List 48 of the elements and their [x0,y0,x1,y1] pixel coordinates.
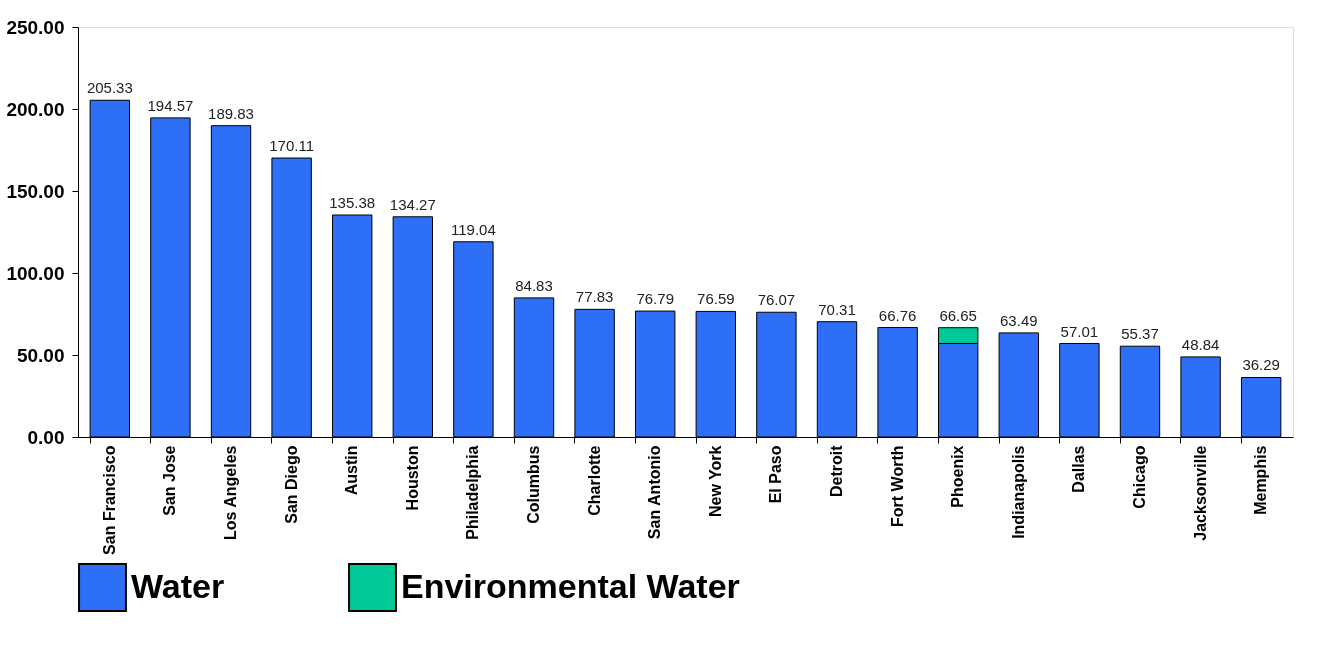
total-label: 70.31 [818,300,856,318]
total-label: 119.04 [451,220,496,238]
total-label: 77.83 [575,288,614,306]
y-tick-label: 50.00 [16,344,65,366]
x-tick-label: Charlotte [585,445,603,516]
total-label: 134.27 [389,195,436,213]
x-tick-label: Phoenix [949,445,967,508]
x-tick-label: Fort Worth [888,445,906,527]
x-tick-label: Austin [343,445,361,496]
x-tick-label: Indianapolis [1009,445,1027,539]
x-tick-label: Jacksonville [1191,445,1209,541]
total-label: 76.59 [697,290,735,308]
x-tick-label: El Paso [767,445,785,504]
total-label: 205.33 [86,79,133,97]
total-label: 189.83 [208,104,254,122]
total-label: 66.76 [878,306,917,324]
total-label: 194.57 [147,96,194,114]
y-tick-label: 200.00 [6,98,65,120]
legend-label: Environmental Water [401,566,740,605]
total-label: 76.79 [636,290,674,308]
y-tick-label: 250.00 [6,16,65,38]
total-label: 48.84 [1181,335,1220,353]
x-tick-label: Houston [403,445,421,511]
x-tick-label: Los Angeles [222,445,240,541]
x-tick-label: Columbus [525,445,542,524]
total-label: 66.65 [939,306,977,324]
total-label: 135.38 [329,193,376,211]
x-tick-label: San Francisco [100,445,118,555]
total-label: 76.07 [757,291,796,309]
total-label: 36.29 [1242,356,1280,374]
total-label: 55.37 [1121,325,1159,343]
total-label: 84.83 [515,276,553,294]
total-label: 170.11 [269,137,314,155]
x-tick-label: New York [706,445,724,517]
x-tick-label: Philadelphia [464,445,482,540]
x-tick-label: San Diego [282,445,300,524]
x-tick-label: Memphis [1252,445,1270,515]
y-tick-label: 100.00 [6,262,65,284]
y-tick-label: 0.00 [27,426,65,448]
x-tick-label: San Jose [161,445,179,516]
x-tick-label: Chicago [1130,445,1148,509]
legend-label: Water [131,566,225,605]
y-tick-label: 150.00 [6,180,65,202]
x-tick-label: Dallas [1070,445,1088,493]
total-label: 57.01 [1060,322,1099,340]
x-tick-label: Detroit [828,444,845,498]
total-label: 63.49 [1000,311,1038,329]
x-tick-label: San Antonio [646,445,664,540]
